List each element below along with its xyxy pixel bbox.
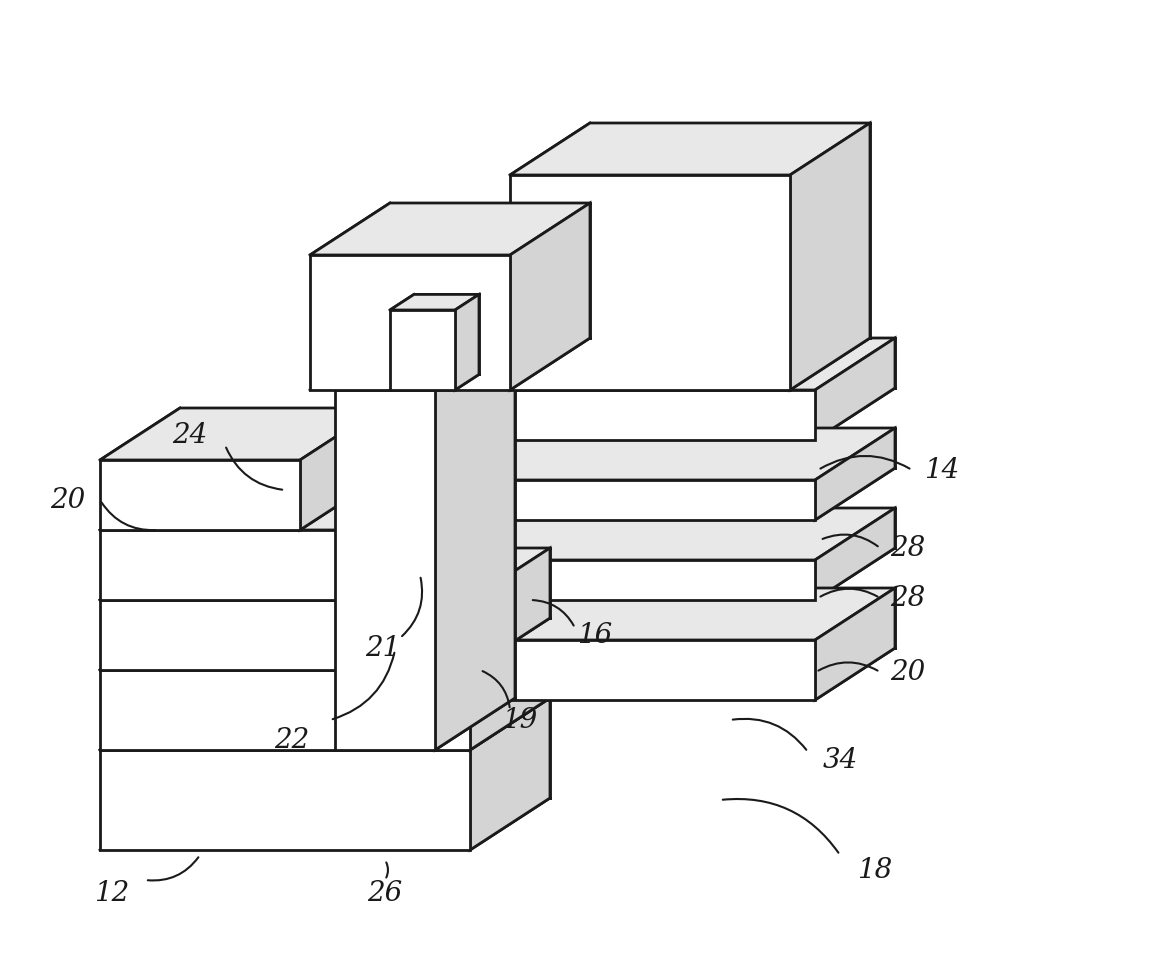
Polygon shape xyxy=(790,123,871,390)
Text: 14: 14 xyxy=(924,457,959,484)
Text: 18: 18 xyxy=(858,857,893,884)
Polygon shape xyxy=(470,548,550,670)
Text: 20: 20 xyxy=(890,659,925,686)
Polygon shape xyxy=(435,508,895,560)
Text: 24: 24 xyxy=(173,421,208,448)
Polygon shape xyxy=(815,588,895,700)
Polygon shape xyxy=(510,123,871,175)
Text: 26: 26 xyxy=(368,879,403,906)
Polygon shape xyxy=(370,478,450,600)
Polygon shape xyxy=(435,338,515,750)
Polygon shape xyxy=(100,698,550,750)
Polygon shape xyxy=(335,390,435,750)
Text: 28: 28 xyxy=(890,584,925,611)
Text: 16: 16 xyxy=(578,621,613,648)
Polygon shape xyxy=(510,175,790,390)
Polygon shape xyxy=(435,428,895,480)
Polygon shape xyxy=(300,408,380,530)
Polygon shape xyxy=(470,698,550,850)
Polygon shape xyxy=(470,618,550,750)
Polygon shape xyxy=(310,203,591,255)
Text: 20: 20 xyxy=(50,487,85,514)
Polygon shape xyxy=(455,295,478,390)
Polygon shape xyxy=(100,478,450,530)
Polygon shape xyxy=(100,750,470,850)
Text: 34: 34 xyxy=(823,747,858,774)
Polygon shape xyxy=(100,600,470,670)
Polygon shape xyxy=(815,508,895,600)
Polygon shape xyxy=(435,640,815,700)
Polygon shape xyxy=(390,310,455,390)
Polygon shape xyxy=(100,618,550,670)
Polygon shape xyxy=(435,338,895,390)
Text: 19: 19 xyxy=(502,706,538,733)
Text: 28: 28 xyxy=(890,534,925,561)
Polygon shape xyxy=(815,338,895,440)
Polygon shape xyxy=(100,548,550,600)
Text: 12: 12 xyxy=(95,879,130,906)
Polygon shape xyxy=(100,530,370,600)
Polygon shape xyxy=(335,338,515,390)
Polygon shape xyxy=(435,390,815,440)
Polygon shape xyxy=(510,203,591,390)
Polygon shape xyxy=(435,560,815,600)
Polygon shape xyxy=(435,480,815,520)
Polygon shape xyxy=(390,295,478,310)
Text: 21: 21 xyxy=(365,635,400,662)
Polygon shape xyxy=(100,408,380,460)
Polygon shape xyxy=(815,428,895,520)
Polygon shape xyxy=(310,255,510,390)
Text: 22: 22 xyxy=(274,726,309,753)
Polygon shape xyxy=(100,670,470,750)
Polygon shape xyxy=(435,588,895,640)
Polygon shape xyxy=(100,460,300,530)
